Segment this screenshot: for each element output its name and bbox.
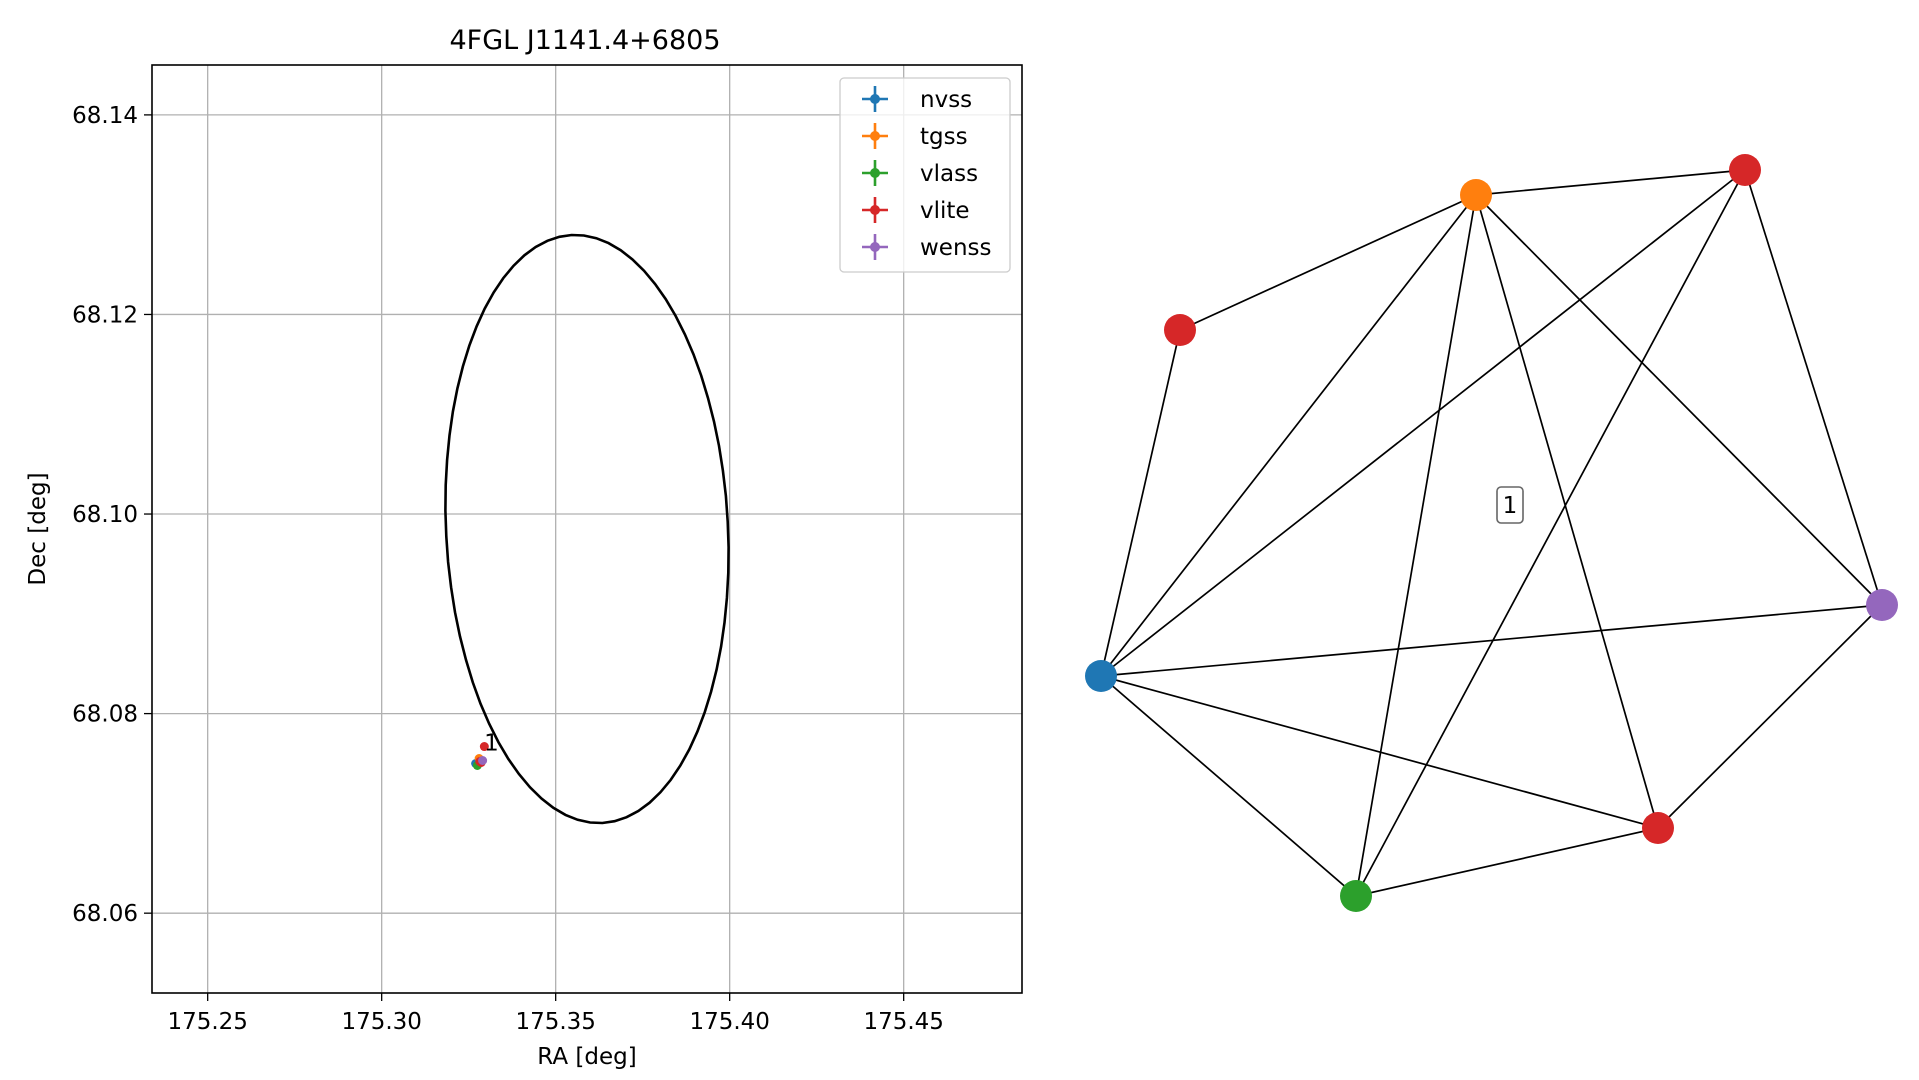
y-tick-label: 68.08 [72,702,138,728]
point-annotation: 1 [484,731,499,757]
error-ellipse [444,233,730,825]
y-axis-label: Dec [deg] [25,472,51,585]
edge-vlite_a-nvss [1100,329,1181,677]
edge-vlite_b-wenss [1744,169,1883,606]
x-axis-ticks: 175.25 175.30 175.35 175.40 175.45 [167,993,944,1035]
y-tick-label: 68.14 [72,103,138,129]
legend-item-vlass: vlass [862,160,978,187]
network-label-box [1496,486,1524,524]
legend-marker-dot [870,242,880,252]
network-nodes [1085,154,1898,912]
x-tick-label: 175.35 [515,1009,595,1035]
x-tick-label: 175.40 [689,1009,769,1035]
legend-label: vlite [920,198,970,224]
edge-vlite_b-nvss [1100,169,1746,677]
node-wenss [1866,589,1898,621]
edge-nvss-vlass [1100,675,1357,897]
edge-tgss-wenss [1475,194,1883,606]
node-vlite_b [1729,154,1761,186]
legend-label: nvss [920,87,972,113]
x-tick-label: 175.45 [863,1009,943,1035]
y-tick-label: 68.12 [72,302,138,328]
node-vlite_c [1642,812,1674,844]
x-tick-label: 175.25 [167,1009,247,1035]
scatter-panel: 4FGL J1141.4+6805 175.25 175.30 175.35 175.… [25,25,1023,1070]
chart-title: 4FGL J1141.4+6805 [449,25,720,56]
edge-tgss-vlite_c [1475,194,1659,829]
y-axis-ticks: 68.06 68.08 68.10 68.12 68.14 [72,103,152,927]
data-points [471,742,489,770]
node-nvss [1085,660,1117,692]
network-label: 1 [1496,486,1524,524]
y-tick-label: 68.06 [72,901,138,927]
legend-label: wenss [920,235,992,261]
legend-box [839,77,1011,273]
edge-vlite_c-wenss [1657,604,1883,829]
legend-marker-dot [870,168,880,178]
y-tick-label: 68.10 [72,502,138,528]
legend-item-vlite: vlite [862,197,970,224]
network-edges [1100,169,1883,897]
legend-marker-dot [870,94,880,104]
x-axis-label: RA [deg] [537,1044,636,1070]
point-vlite [479,742,489,752]
legend-item-wenss: wenss [862,234,992,261]
node-tgss [1460,179,1492,211]
legend-item-nvss: nvss [862,86,972,113]
edge-nvss-vlite_c [1100,675,1659,829]
network-label-text: 1 [1503,493,1518,519]
node-vlite_a [1164,314,1196,346]
edge-tgss-vlass [1355,194,1477,897]
x-tick-label: 175.30 [341,1009,421,1035]
point-wenss [478,756,488,766]
edge-tgss-vlite_b [1475,169,1746,196]
edge-vlass-vlite_c [1355,827,1659,897]
legend-item-tgss: tgss [862,123,968,150]
annotations: 1 [484,731,499,757]
edge-vlite_a-tgss [1179,194,1477,331]
network-panel: 1 [1085,154,1898,912]
legend-marker-dot [870,131,880,141]
edge-vlite_b-vlass [1355,169,1746,897]
edge-nvss-wenss [1100,604,1883,677]
axes-frame [151,64,1023,994]
edge-tgss-nvss [1100,194,1477,677]
legend: nvss tgss vlass vlite wenss [839,77,1011,273]
legend-label: vlass [920,161,978,187]
legend-items: nvss tgss vlass vlite wenss [862,86,992,261]
node-vlass [1340,880,1372,912]
legend-marker-dot [870,205,880,215]
legend-label: tgss [920,124,968,150]
